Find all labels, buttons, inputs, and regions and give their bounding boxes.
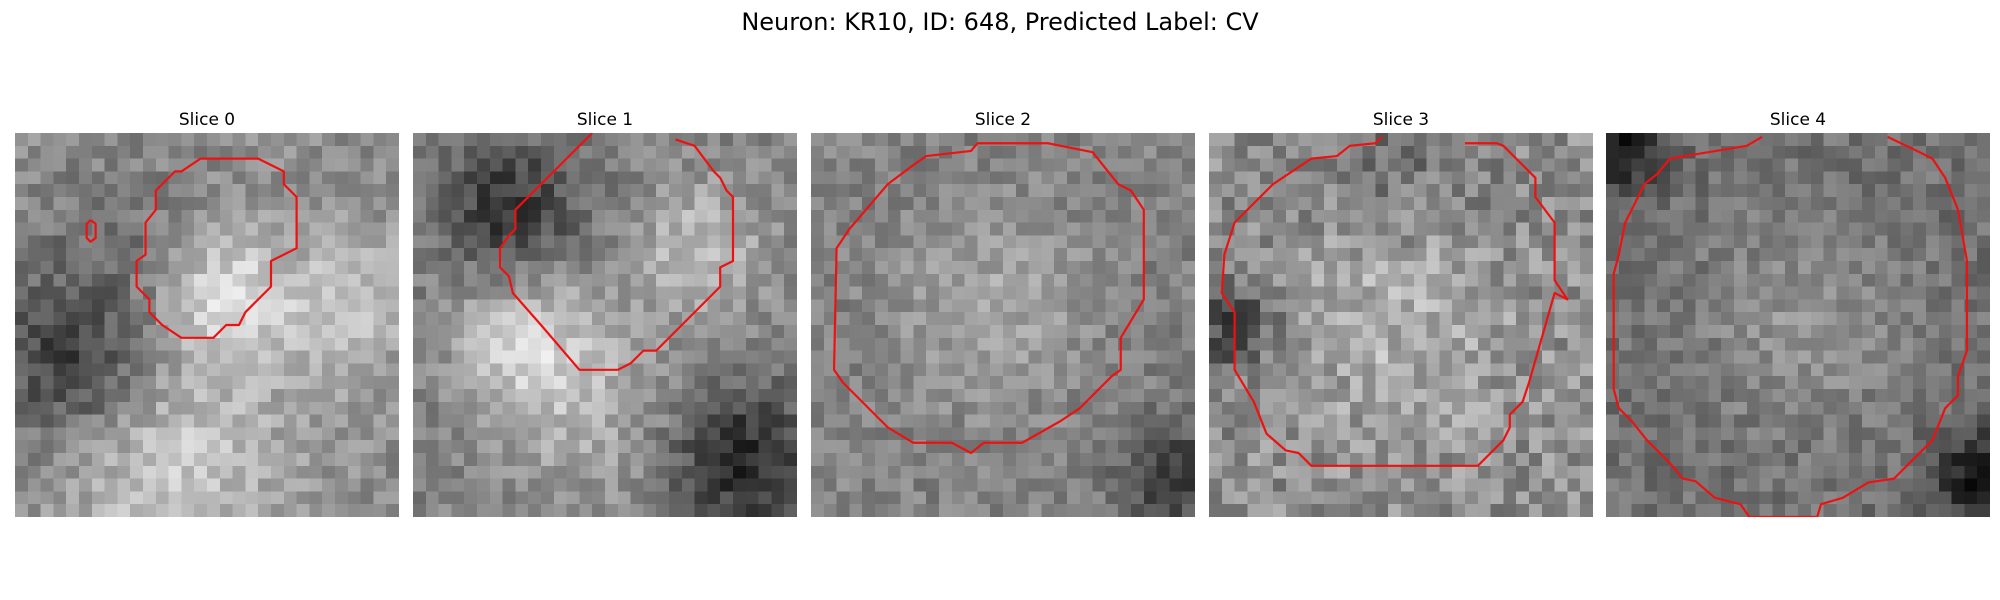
neuron-contour	[135, 157, 298, 339]
slice-title: Slice 3	[1372, 110, 1430, 130]
microscopy-image	[413, 133, 797, 517]
neuron-contour	[1220, 136, 1569, 467]
slice-panel-3: Slice 3	[1209, 109, 1593, 517]
microscopy-image	[1209, 133, 1593, 517]
slice-panel-4: Slice 4	[1606, 109, 1990, 517]
slice-image-svg	[1606, 133, 1990, 517]
slice-panel-2: Slice 2	[811, 109, 1195, 517]
neuron-contour	[1612, 135, 1969, 517]
slice-title: Slice 0	[178, 110, 236, 130]
neuron-contour-small	[85, 219, 97, 243]
microscopy-image	[1606, 133, 1990, 517]
neuron-contour	[832, 142, 1145, 455]
microscopy-image	[15, 133, 399, 517]
slice-image-svg	[1209, 133, 1593, 517]
microscopy-image	[811, 133, 1195, 517]
slice-panel-1: Slice 1	[413, 109, 797, 517]
neuron-contour	[498, 133, 735, 371]
slice-image-svg	[811, 133, 1195, 517]
slice-title: Slice 1	[576, 110, 634, 130]
figure-title: Neuron: KR10, ID: 648, Predicted Label: …	[741, 8, 1259, 36]
slice-title: Slice 2	[974, 110, 1032, 130]
slice-panel-0: Slice 0	[15, 109, 399, 517]
slice-image-svg	[413, 133, 797, 517]
slice-title: Slice 4	[1769, 110, 1827, 130]
slice-image-svg	[15, 133, 399, 517]
